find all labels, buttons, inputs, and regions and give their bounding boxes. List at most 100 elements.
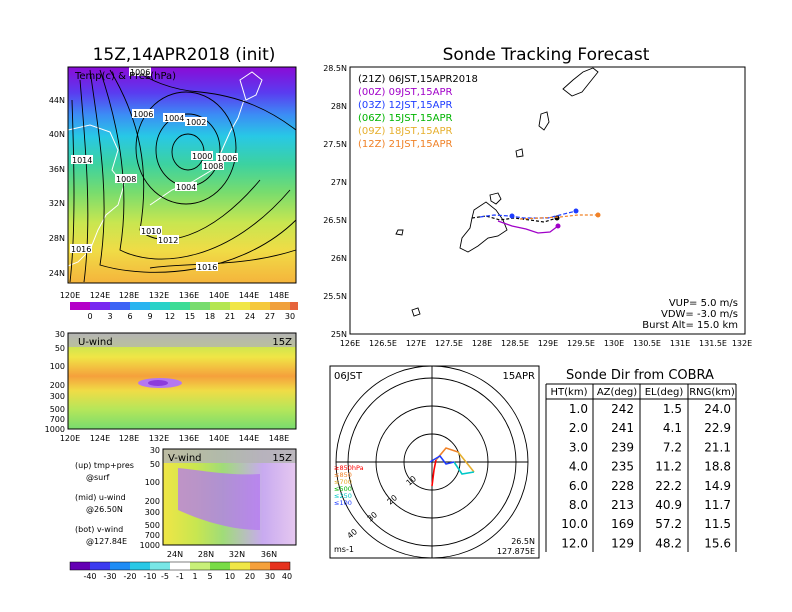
svg-text:1012: 1012 [158, 236, 178, 245]
svg-text:1002: 1002 [186, 118, 206, 127]
track-lat-ticks: 28.5N 28N 27.5N 27N 26.5N 26N 25.5N 25N [323, 64, 347, 339]
svg-text:30: 30 [55, 330, 65, 339]
svg-text:25N: 25N [331, 330, 347, 339]
svg-text:@surf: @surf [86, 473, 110, 482]
table-cell: 11.2 [655, 460, 682, 474]
table-cell: 169 [611, 517, 634, 531]
island-outlines [395, 67, 599, 317]
table-cell: 1.5 [663, 402, 682, 416]
svg-text:700: 700 [50, 415, 65, 424]
table-cell: 1.0 [569, 402, 588, 416]
temperature-pressure-map: 1006 1006 1004 1002 1000 1006 1008 1014 … [49, 66, 297, 300]
svg-text:24N: 24N [167, 550, 183, 559]
svg-text:≤850: ≤850 [334, 471, 352, 479]
hodo-lat: 26.5N [511, 537, 535, 546]
svg-text:30: 30 [150, 446, 160, 455]
right-title: Sonde Tracking Forecast [443, 45, 650, 65]
left-title: 15Z,14APR2018 (init) [93, 45, 276, 65]
svg-text:1004: 1004 [176, 183, 196, 192]
svg-text:25.5N: 25.5N [323, 292, 347, 301]
sonde-track-map: (21Z) 06JST,15APR2018 (00Z) 09JST,15APR … [323, 64, 752, 348]
table-cell: 242 [611, 402, 634, 416]
table-header: HT(km) AZ(deg) EL(deg) RNG(km) [551, 387, 735, 398]
svg-text:30: 30 [265, 572, 275, 581]
hodograph: 10 20 30 40 06JST 15APR ≥850hPa ≤850 ≤70… [329, 365, 540, 559]
svg-text:129E: 129E [538, 339, 558, 348]
table-cell: 241 [611, 421, 634, 435]
svg-text:32N: 32N [229, 550, 245, 559]
v-wind-lat-ticks: 24N 28N 32N 36N [167, 550, 277, 559]
table-row: 12.0 129 48.2 15.6 [561, 536, 731, 550]
svg-text:136E: 136E [179, 291, 199, 300]
svg-text:≤100: ≤100 [334, 499, 352, 507]
svg-text:30: 30 [285, 312, 295, 321]
svg-text:(21Z) 06JST,15APR2018: (21Z) 06JST,15APR2018 [358, 74, 478, 85]
hodograph-rings [335, 365, 529, 559]
svg-text:50: 50 [55, 344, 65, 353]
svg-text:-10: -10 [143, 572, 156, 581]
svg-text:≥850hPa: ≥850hPa [334, 464, 364, 472]
svg-text:VUP= 5.0 m/s: VUP= 5.0 m/s [669, 298, 738, 309]
svg-text:126.5E: 126.5E [369, 339, 397, 348]
track-map-frame [349, 66, 746, 335]
svg-text:120E: 120E [60, 291, 80, 300]
svg-text:120E: 120E [60, 434, 80, 443]
table-cell: 239 [611, 440, 634, 454]
coastline-hokkaido [239, 71, 263, 101]
svg-text:127.5E: 127.5E [435, 339, 463, 348]
svg-text:132E: 132E [732, 339, 752, 348]
svg-text:200: 200 [50, 381, 65, 390]
svg-text:@26.50N: @26.50N [86, 505, 123, 514]
table-cell: 15.6 [704, 536, 731, 550]
svg-text:1006: 1006 [130, 68, 150, 77]
v-wind-time: 15Z [272, 453, 292, 464]
table-title: Sonde Dir from COBRA [566, 368, 714, 383]
svg-text:1008: 1008 [203, 162, 223, 171]
table-row: 8.0 213 40.9 11.7 [569, 498, 731, 512]
table-cell: 22.9 [704, 421, 731, 435]
svg-text:127E: 127E [406, 339, 426, 348]
svg-text:500: 500 [145, 521, 160, 530]
hodo-date: 15APR [502, 371, 535, 382]
track-12z [519, 214, 598, 220]
svg-text:126E: 126E [340, 339, 360, 348]
svg-text:1016: 1016 [71, 245, 91, 254]
svg-text:15: 15 [185, 312, 195, 321]
svg-text:26N: 26N [331, 254, 347, 263]
svg-text:128E: 128E [119, 291, 139, 300]
table-cell: 21.1 [704, 440, 731, 454]
u-wind-label: U-wind [78, 337, 113, 348]
svg-text:36N: 36N [261, 550, 277, 559]
svg-text:5: 5 [207, 572, 212, 581]
sonde-direction-table: Sonde Dir from COBRA HT(km) AZ(deg) EL(d… [545, 368, 737, 552]
map-lon-ticks: 120E 124E 128E 132E 136E 140E 144E 148E [60, 291, 289, 300]
table-cell: 129 [611, 536, 634, 550]
svg-text:21: 21 [225, 312, 235, 321]
svg-text:148E: 148E [269, 291, 289, 300]
svg-text:9: 9 [147, 312, 152, 321]
svg-text:3: 3 [107, 312, 112, 321]
svg-text:100: 100 [145, 478, 160, 487]
table-cell: 48.2 [655, 536, 682, 550]
svg-text:-30: -30 [103, 572, 116, 581]
svg-text:140E: 140E [209, 291, 229, 300]
v-wind-colorbar: -40 -30 -20 -10 -5 -1 1 5 10 20 30 40 [69, 561, 292, 581]
svg-text:130E: 130E [604, 339, 624, 348]
svg-text:28N: 28N [331, 102, 347, 111]
svg-text:1004: 1004 [164, 114, 184, 123]
svg-text:24: 24 [245, 312, 255, 321]
u-wind-cross-section: U-wind 15Z 30 50 100 200 300 500 700 100… [45, 330, 297, 443]
svg-text:32N: 32N [49, 199, 65, 208]
svg-text:128.5E: 128.5E [501, 339, 529, 348]
table-cell: 4.0 [569, 460, 588, 474]
table-cell: 213 [611, 498, 634, 512]
svg-text:136E: 136E [179, 434, 199, 443]
svg-text:100: 100 [50, 362, 65, 371]
svg-text:1016: 1016 [197, 263, 217, 272]
svg-text:Burst Alt= 15.0 km: Burst Alt= 15.0 km [642, 320, 738, 331]
hodo-units: ms-1 [334, 545, 354, 554]
coastline-mainland [67, 124, 125, 267]
svg-text:128E: 128E [472, 339, 492, 348]
svg-text:1006: 1006 [133, 110, 153, 119]
